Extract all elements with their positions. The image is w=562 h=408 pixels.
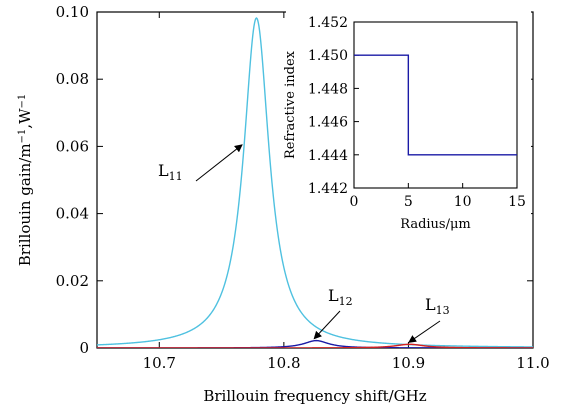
inset-y-axis-label: Refractive index — [283, 50, 298, 159]
y-tick-label: 0 — [79, 339, 89, 357]
inset-y-tick-label: 1.452 — [308, 15, 348, 31]
x-tick-label: 10.8 — [267, 354, 300, 372]
x-axis-label: Brillouin frequency shift/GHz — [203, 387, 426, 405]
annotation-l13: L13 — [425, 295, 450, 317]
annotation-l11: L11 — [158, 161, 183, 183]
series-l13 — [97, 343, 533, 348]
x-tick-label: 11.0 — [516, 354, 549, 372]
y-tick-label: 0.04 — [56, 205, 89, 223]
inset-index-profile — [354, 54, 517, 156]
y-axis-label: Brillouin gain/m−1,W−1 — [16, 94, 34, 266]
x-tick-label: 10.9 — [392, 354, 425, 372]
inset-x-tick-label: 5 — [404, 194, 413, 210]
annotation-arrow-l12 — [313, 310, 341, 340]
y-tick-label: 0.08 — [56, 70, 89, 88]
inset-y-tick-label: 1.450 — [308, 48, 348, 64]
inset-x-tick-label: 15 — [508, 194, 526, 210]
inset-x-tick-label: 10 — [454, 194, 472, 210]
y-tick-label: 0.02 — [56, 272, 89, 290]
x-tick-label: 10.7 — [143, 354, 176, 372]
inset-frame — [353, 21, 518, 189]
refractive-index-inset: 0 5 10 15 1.442 1.444 1.446 1.448 1.450 1.452 Radi… — [283, 10, 531, 234]
inset-x-axis-label: Radius/μm — [400, 217, 471, 232]
inset-y-tick-label: 1.444 — [308, 148, 348, 164]
annotation-arrow-l13 — [408, 320, 441, 343]
annotation-arrow-l11 — [195, 144, 243, 182]
inset-y-tick-label: 1.446 — [308, 115, 348, 131]
main-plot: 10.7 10.8 10.9 11.0 0 0.02 0.04 0.06 0.08 0.10 Bri… — [16, 3, 550, 405]
y-tick-label: 0.10 — [56, 3, 89, 21]
series-l11 — [97, 17, 533, 348]
annotation-l12: L12 — [328, 286, 353, 308]
inset-y-tick-label: 1.442 — [308, 181, 348, 197]
y-tick-label: 0.06 — [56, 137, 89, 155]
inset-x-tick-label: 0 — [350, 194, 359, 210]
inset-y-tick-label: 1.448 — [308, 81, 348, 97]
